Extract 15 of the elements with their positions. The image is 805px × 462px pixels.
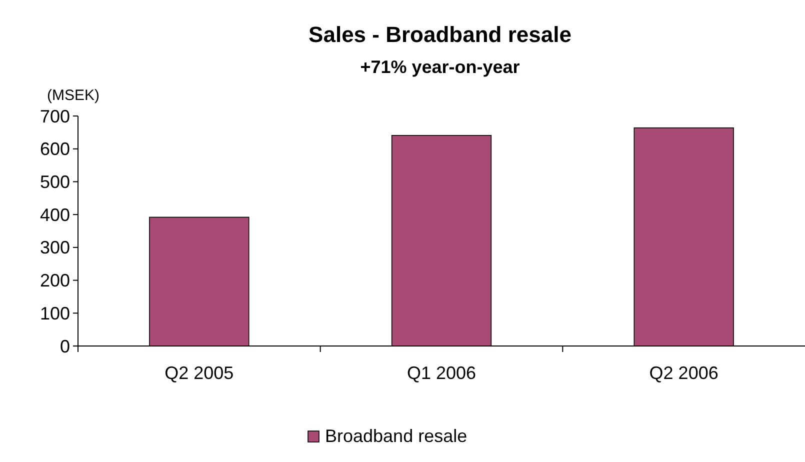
y-tick-label: 300 bbox=[40, 238, 70, 258]
legend-label: Broadband resale bbox=[325, 426, 468, 446]
y-tick-label: 400 bbox=[40, 204, 70, 225]
y-tick-label: 600 bbox=[40, 139, 70, 160]
y-tick-label: 0 bbox=[60, 336, 70, 356]
x-tick-label: Q2 2005 bbox=[164, 363, 234, 383]
y-axis-title: (MSEK) bbox=[47, 87, 100, 104]
x-tick-label: Q2 2006 bbox=[649, 363, 718, 383]
y-tick-label: 700 bbox=[40, 106, 70, 126]
y-tick-label: 500 bbox=[40, 172, 70, 192]
y-tick-label: 100 bbox=[40, 303, 70, 324]
chart-title: Sales - Broadband resale bbox=[308, 22, 572, 47]
chart-subtitle: +71% year-on-year bbox=[360, 57, 520, 77]
y-tick-label: 200 bbox=[40, 270, 70, 291]
x-tick-label: Q1 2006 bbox=[406, 363, 476, 383]
